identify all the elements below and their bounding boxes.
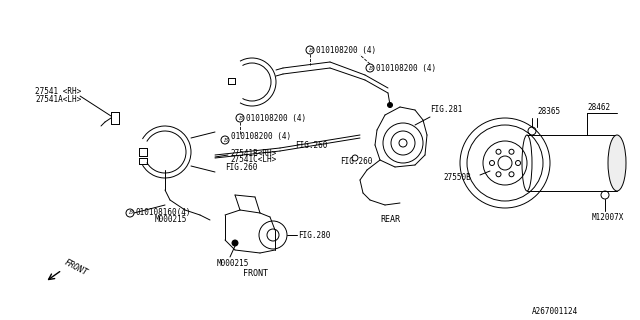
Text: B: B xyxy=(238,116,242,121)
Text: 27541B<RH>: 27541B<RH> xyxy=(230,148,276,157)
Ellipse shape xyxy=(608,135,626,191)
Text: M12007X: M12007X xyxy=(592,212,625,221)
Text: 010108200 (4): 010108200 (4) xyxy=(231,132,291,141)
Text: 010108200 (4): 010108200 (4) xyxy=(246,114,306,123)
Text: 27550B: 27550B xyxy=(443,173,471,182)
Text: FIG.281: FIG.281 xyxy=(430,106,462,115)
Text: FRONT: FRONT xyxy=(243,268,268,277)
Text: B: B xyxy=(368,66,372,70)
Text: 27541 <RH>: 27541 <RH> xyxy=(35,87,81,97)
Text: FIG.260: FIG.260 xyxy=(340,157,372,166)
Circle shape xyxy=(387,102,392,108)
Text: FIG.280: FIG.280 xyxy=(298,230,330,239)
Text: FIG.260: FIG.260 xyxy=(295,140,328,149)
Text: A267001124: A267001124 xyxy=(532,308,578,316)
Text: FIG.260: FIG.260 xyxy=(225,164,257,172)
Text: 28462: 28462 xyxy=(588,102,611,111)
Text: 010108160(4): 010108160(4) xyxy=(136,209,191,218)
Text: M000215: M000215 xyxy=(217,259,250,268)
Text: 27541C<LH>: 27541C<LH> xyxy=(230,155,276,164)
Text: REAR: REAR xyxy=(380,215,400,225)
Text: B: B xyxy=(223,138,227,142)
Text: FRONT: FRONT xyxy=(63,258,90,278)
Circle shape xyxy=(232,240,238,246)
Text: 010108200 (4): 010108200 (4) xyxy=(376,63,436,73)
Text: B: B xyxy=(128,211,132,215)
Text: 010108200 (4): 010108200 (4) xyxy=(316,45,376,54)
Text: M000215: M000215 xyxy=(155,215,188,225)
Text: B: B xyxy=(308,47,312,52)
Text: 28365: 28365 xyxy=(537,107,560,116)
Text: 27541A<LH>: 27541A<LH> xyxy=(35,94,81,103)
